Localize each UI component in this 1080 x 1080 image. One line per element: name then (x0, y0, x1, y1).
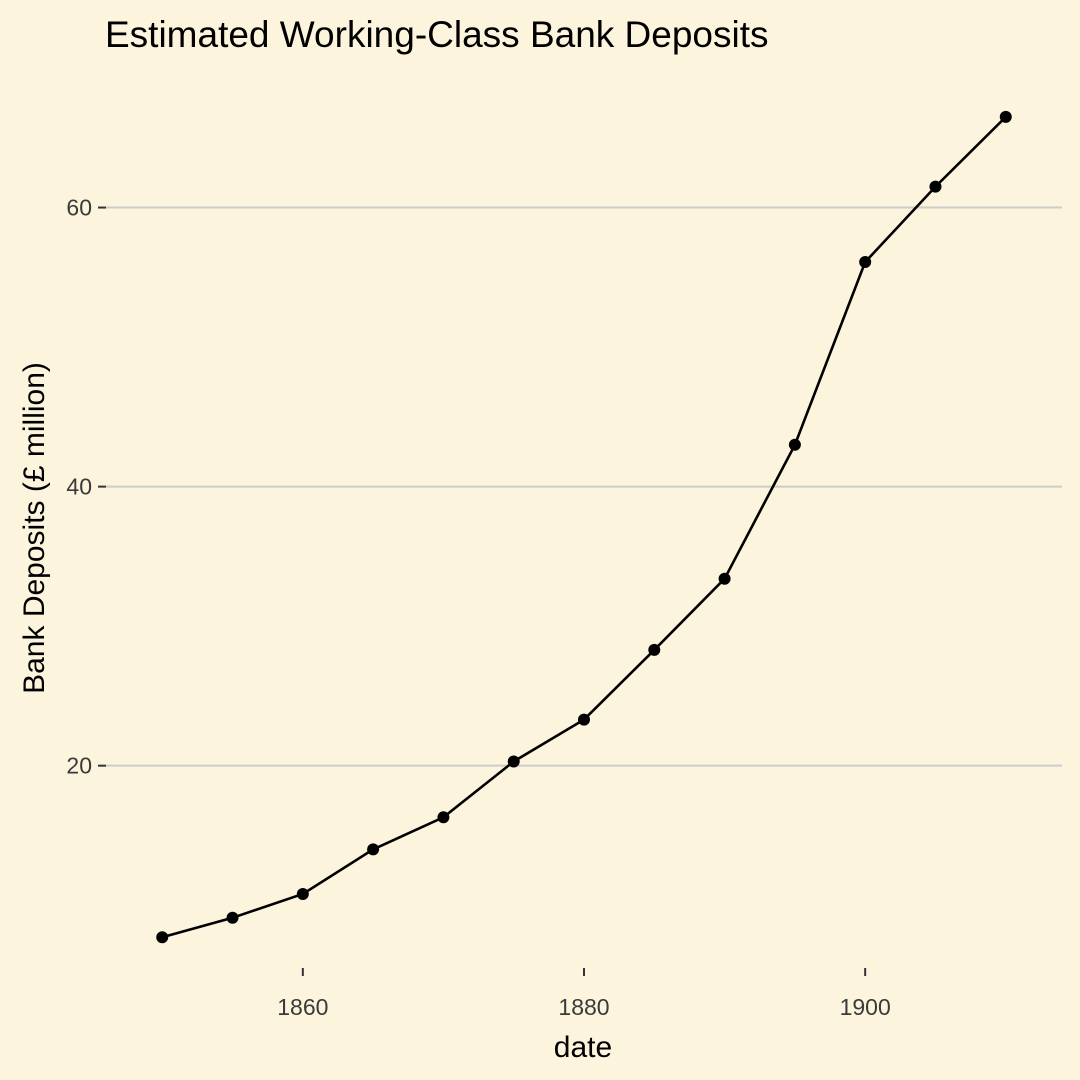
data-point (226, 911, 239, 924)
data-point (929, 180, 942, 193)
data-point (367, 843, 380, 856)
x-tick-label: 1860 (277, 994, 328, 1020)
series-line (161, 115, 1007, 939)
data-point (156, 931, 169, 944)
x-tick-label: 1880 (558, 994, 609, 1020)
y-tick-label: 40 (66, 474, 92, 500)
data-point (296, 888, 309, 901)
x-axis-title: date (554, 1031, 612, 1064)
y-tick-label: 20 (66, 753, 92, 779)
data-point (999, 110, 1012, 123)
data-point (507, 755, 520, 768)
data-point (437, 811, 450, 824)
data-point (718, 572, 731, 585)
y-tick-label: 60 (66, 195, 92, 221)
data-point (578, 713, 590, 726)
series (156, 110, 1012, 944)
x-tick-label: 1900 (840, 994, 891, 1020)
axis-ticks (98, 206, 867, 976)
data-point (859, 255, 872, 268)
y-axis-title: Bank Deposits (£ million) (18, 362, 51, 694)
data-point (788, 438, 801, 451)
chart-title: Estimated Working-Class Bank Deposits (105, 14, 769, 55)
gridlines (106, 206, 1062, 767)
data-point (648, 643, 661, 656)
